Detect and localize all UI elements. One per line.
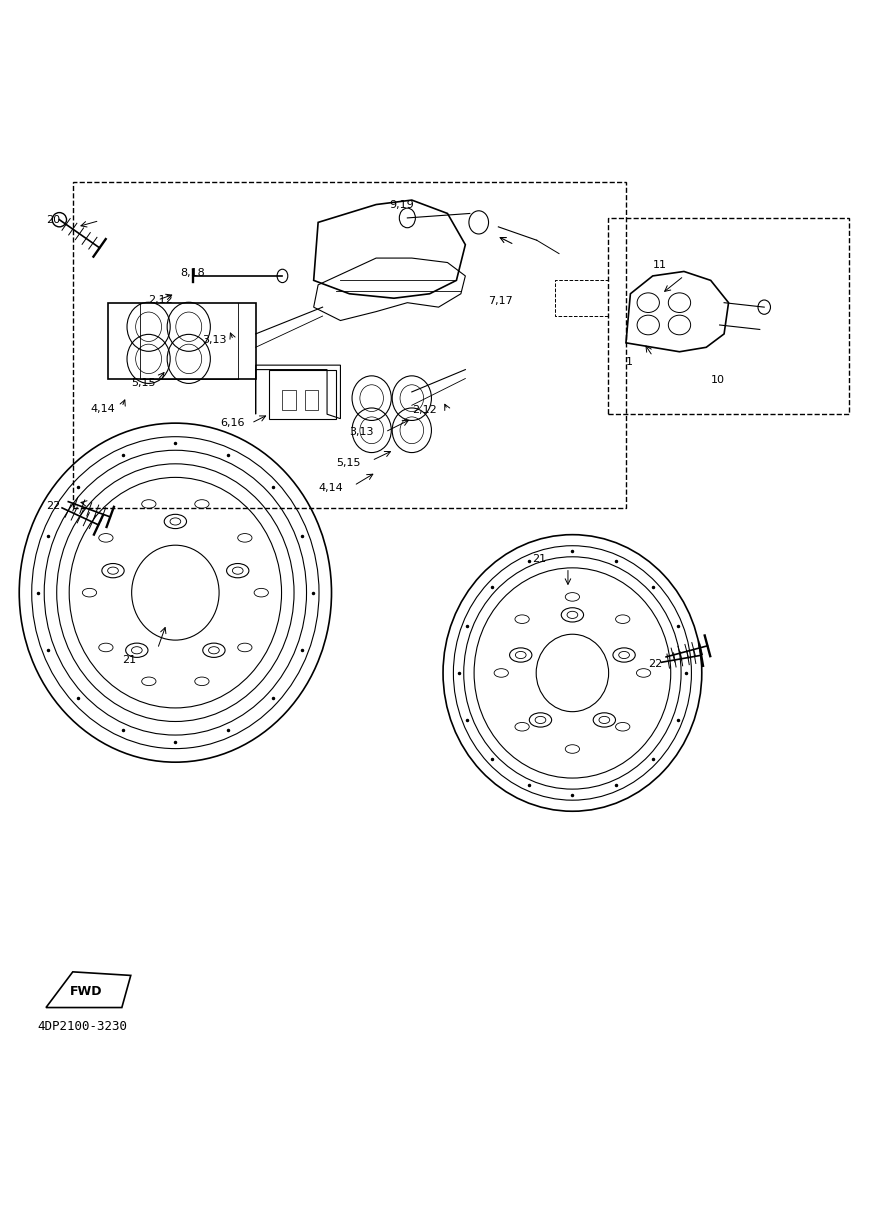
Ellipse shape [52, 212, 66, 227]
Text: 2,12: 2,12 [411, 404, 436, 415]
Text: 4,14: 4,14 [90, 404, 115, 414]
Text: FWD: FWD [70, 985, 102, 998]
Text: 21: 21 [532, 554, 545, 564]
Text: 11: 11 [652, 260, 666, 270]
Text: 6,16: 6,16 [220, 418, 244, 429]
Text: 2,12: 2,12 [148, 295, 173, 305]
Bar [304, 391, 317, 410]
Text: 22: 22 [647, 659, 662, 669]
Text: 20: 20 [46, 215, 60, 225]
Text: 21: 21 [122, 654, 136, 664]
Text: 3,13: 3,13 [349, 427, 374, 437]
Text: 22: 22 [46, 501, 60, 512]
Text: 9,19: 9,19 [389, 199, 414, 210]
Text: 7,17: 7,17 [487, 295, 512, 306]
Text: 3,13: 3,13 [202, 335, 226, 346]
Text: 8,18: 8,18 [180, 269, 205, 278]
Text: 10: 10 [710, 375, 724, 386]
Text: 4,14: 4,14 [317, 484, 342, 493]
Bar [283, 391, 296, 410]
Text: 5,15: 5,15 [335, 458, 360, 469]
Text: 5,15: 5,15 [131, 379, 155, 388]
Text: 1: 1 [625, 358, 632, 368]
Text: 4DP2100-3230: 4DP2100-3230 [37, 1020, 127, 1033]
